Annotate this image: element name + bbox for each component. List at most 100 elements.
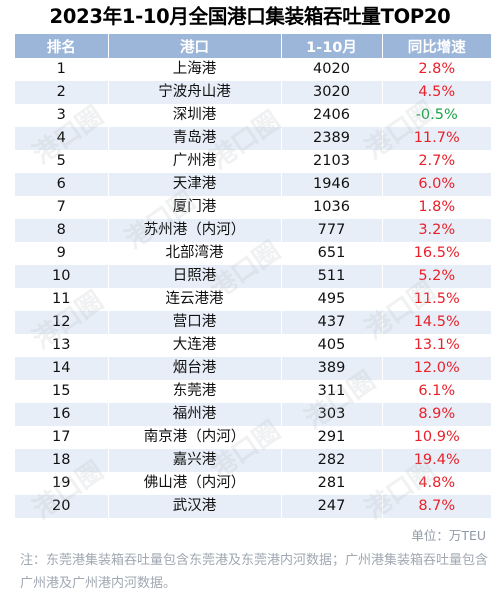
rank-cell: 16: [15, 403, 109, 426]
port-cell: 武汉港: [108, 495, 282, 518]
table-row: 5 广州港 2103 2.7%: [15, 150, 491, 173]
port-cell: 厦门港: [108, 196, 282, 219]
port-cell: 福州港: [108, 403, 282, 426]
rank-cell: 15: [15, 380, 109, 403]
table-body: 1 上海港 4020 2.8% 2 宁波舟山港 3020 4.5% 3 深圳港 2406 -0.5% 4…: [15, 58, 491, 518]
port-cell: 青岛港: [108, 127, 282, 150]
rank-cell: 8: [15, 219, 109, 242]
value-cell: 4020: [281, 58, 383, 81]
port-cell: 日照港: [108, 265, 282, 288]
growth-cell: 13.1%: [382, 334, 491, 357]
growth-cell: 11.7%: [382, 127, 491, 150]
table-row: 19 佛山港（内河） 281 4.8%: [15, 472, 491, 495]
port-cell: 大连港: [108, 334, 282, 357]
table-row: 14 烟台港 389 12.0%: [15, 357, 491, 380]
rank-cell: 10: [15, 265, 109, 288]
growth-cell: 19.4%: [382, 449, 491, 472]
value-cell: 3020: [281, 81, 383, 104]
column-header-rank: 排名: [15, 34, 109, 58]
value-cell: 1036: [281, 196, 383, 219]
rank-cell: 12: [15, 311, 109, 334]
table-row: 10 日照港 511 5.2%: [15, 265, 491, 288]
port-cell: 深圳港: [108, 104, 282, 127]
column-header-port: 港口: [108, 34, 282, 58]
table-row: 9 北部湾港 651 16.5%: [15, 242, 491, 265]
port-cell: 佛山港（内河）: [108, 472, 282, 495]
growth-cell: 2.7%: [382, 150, 491, 173]
port-cell: 天津港: [108, 173, 282, 196]
value-cell: 291: [281, 426, 383, 449]
rank-cell: 6: [15, 173, 109, 196]
value-cell: 1946: [281, 173, 383, 196]
growth-cell: 2.8%: [382, 58, 491, 81]
table-row: 13 大连港 405 13.1%: [15, 334, 491, 357]
growth-cell: 4.5%: [382, 81, 491, 104]
value-cell: 651: [281, 242, 383, 265]
rank-cell: 9: [15, 242, 109, 265]
growth-cell: 8.7%: [382, 495, 491, 518]
growth-cell: 3.2%: [382, 219, 491, 242]
rank-cell: 5: [15, 150, 109, 173]
port-cell: 嘉兴港: [108, 449, 282, 472]
growth-cell: 1.8%: [382, 196, 491, 219]
value-cell: 405: [281, 334, 383, 357]
table-row: 11 连云港港 495 11.5%: [15, 288, 491, 311]
column-header-growth: 同比增速: [382, 34, 491, 58]
rank-cell: 20: [15, 495, 109, 518]
unit-label: 单位：万TEU: [411, 528, 486, 543]
rank-cell: 14: [15, 357, 109, 380]
value-cell: 437: [281, 311, 383, 334]
rank-cell: 7: [15, 196, 109, 219]
growth-cell: 4.8%: [382, 472, 491, 495]
growth-cell: 6.1%: [382, 380, 491, 403]
value-cell: 389: [281, 357, 383, 380]
port-cell: 广州港: [108, 150, 282, 173]
value-cell: 247: [281, 495, 383, 518]
value-cell: 495: [281, 288, 383, 311]
growth-cell: 8.9%: [382, 403, 491, 426]
value-cell: 2406: [281, 104, 383, 127]
value-cell: 2103: [281, 150, 383, 173]
growth-cell: 16.5%: [382, 242, 491, 265]
table-row: 17 南京港（内河） 291 10.9%: [15, 426, 491, 449]
table-row: 20 武汉港 247 8.7%: [15, 495, 491, 518]
chart-title: 2023年1-10月全国港口集装箱吞吐量TOP20: [49, 5, 451, 28]
value-cell: 303: [281, 403, 383, 426]
footnote: 注：东莞港集装箱吞吐量包含东莞港及东莞港内河数据；广州港集装箱吞吐量包含广州港及…: [20, 553, 489, 591]
value-cell: 282: [281, 449, 383, 472]
rank-cell: 1: [15, 58, 109, 81]
table-row: 7 厦门港 1036 1.8%: [15, 196, 491, 219]
growth-cell: 10.9%: [382, 426, 491, 449]
table-row: 4 青岛港 2389 11.7%: [15, 127, 491, 150]
growth-cell: -0.5%: [382, 104, 491, 127]
value-cell: 281: [281, 472, 383, 495]
port-cell: 连云港港: [108, 288, 282, 311]
table-row: 6 天津港 1946 6.0%: [15, 173, 491, 196]
port-cell: 宁波舟山港: [108, 81, 282, 104]
growth-cell: 6.0%: [382, 173, 491, 196]
rank-cell: 3: [15, 104, 109, 127]
port-cell: 营口港: [108, 311, 282, 334]
value-cell: 777: [281, 219, 383, 242]
port-cell: 北部湾港: [108, 242, 282, 265]
growth-cell: 5.2%: [382, 265, 491, 288]
table-row: 3 深圳港 2406 -0.5%: [15, 104, 491, 127]
column-header-value: 1-10月: [281, 34, 383, 58]
ranking-table: 排名 港口 1-10月 同比增速 1 上海港 4020 2.8% 2 宁波舟山港 3020 4…: [15, 34, 491, 518]
rank-cell: 13: [15, 334, 109, 357]
rank-cell: 19: [15, 472, 109, 495]
growth-cell: 14.5%: [382, 311, 491, 334]
port-cell: 东莞港: [108, 380, 282, 403]
table-row: 12 营口港 437 14.5%: [15, 311, 491, 334]
table-row: 16 福州港 303 8.9%: [15, 403, 491, 426]
table-row: 1 上海港 4020 2.8%: [15, 58, 491, 81]
value-cell: 311: [281, 380, 383, 403]
port-cell: 苏州港（内河）: [108, 219, 282, 242]
growth-cell: 11.5%: [382, 288, 491, 311]
value-cell: 511: [281, 265, 383, 288]
value-cell: 2389: [281, 127, 383, 150]
rank-cell: 17: [15, 426, 109, 449]
growth-cell: 12.0%: [382, 357, 491, 380]
table-row: 8 苏州港（内河） 777 3.2%: [15, 219, 491, 242]
rank-cell: 2: [15, 81, 109, 104]
